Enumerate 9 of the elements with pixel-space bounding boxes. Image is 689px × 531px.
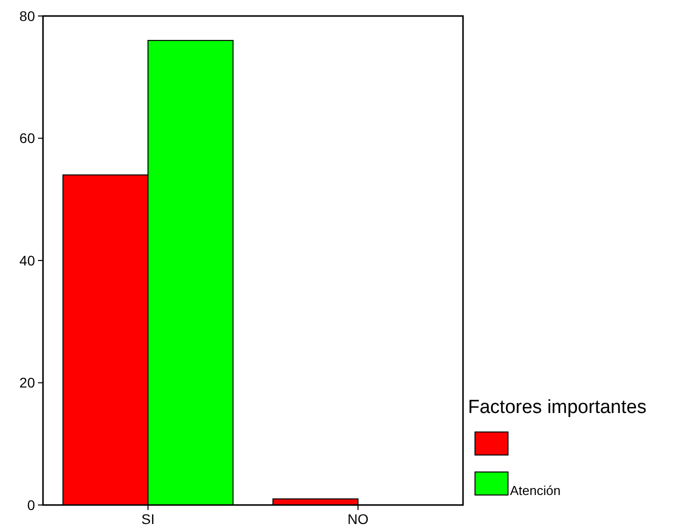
legend-title: Factores importantes bbox=[468, 397, 646, 418]
x-tick-label: NO bbox=[348, 511, 369, 527]
y-tick-label: 60 bbox=[19, 130, 36, 146]
y-tick-label: 20 bbox=[19, 374, 36, 391]
y-tick-label: 80 bbox=[19, 8, 36, 24]
y-tick-label: 40 bbox=[19, 252, 36, 268]
x-tick-label: SI bbox=[141, 511, 155, 527]
legend-label: Atención bbox=[510, 483, 561, 498]
y-tick-label: 0 bbox=[27, 496, 36, 513]
